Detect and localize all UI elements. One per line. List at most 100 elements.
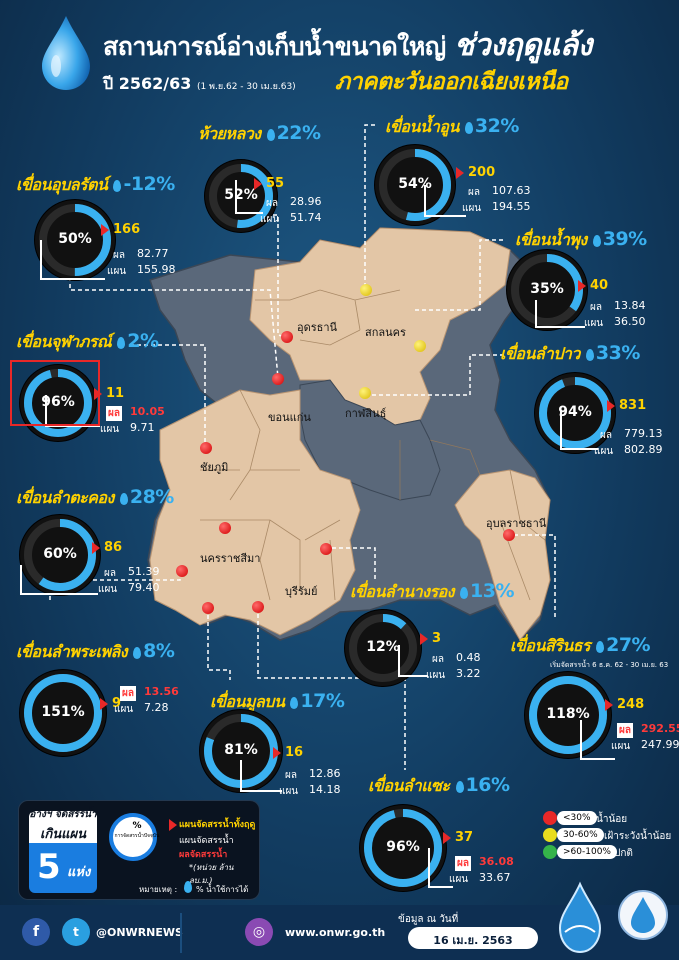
result-label: ผล [617, 723, 633, 738]
dam-result: 292.55 [641, 722, 679, 735]
result-label: ผล [455, 856, 471, 871]
legend-result-alloc: ผลจัดสรรน้ำ [179, 850, 228, 860]
dam-bracket [580, 720, 615, 760]
plan-label: แผน [260, 214, 280, 225]
dam-capacity: 200 [468, 165, 496, 180]
dam-percent: 81% [224, 742, 258, 758]
dam-bracket [428, 848, 453, 888]
status-range-high: >60-100% [557, 845, 617, 859]
twitter-icon[interactable]: t [62, 918, 90, 946]
dam-result: 13.56 [144, 685, 179, 698]
city-dot [503, 529, 515, 541]
result-label: ผล [468, 187, 480, 198]
dam-plan: 7.28 [144, 701, 169, 714]
capacity-arrow-icon [273, 747, 281, 759]
dam-gauge-fill [539, 377, 611, 449]
dam-gauge: 151% [20, 670, 106, 756]
dam-percent: 118% [546, 706, 590, 722]
dam-gauge-fill [24, 369, 92, 437]
page-title: สถานการณ์อ่างเก็บน้ำขนาดใหญ่ ช่วงฤดูแล้ง [103, 28, 592, 63]
water-drop-icon [596, 640, 605, 653]
city-dot [272, 373, 284, 385]
result-label: ผล [590, 302, 602, 313]
dam-change: 17% [300, 690, 345, 712]
capacity-arrow-icon [443, 832, 451, 844]
water-drop-icon [455, 780, 464, 793]
dam-result: 51.39 [128, 565, 160, 578]
dam-bracket [45, 395, 100, 427]
legend-over-count: 5 [37, 847, 61, 887]
dam-change: 8% [143, 640, 175, 662]
capacity-arrow-icon [607, 400, 615, 412]
dam-plan: 802.89 [624, 443, 663, 456]
city-label: สกลนคร [365, 326, 406, 339]
legend-plan-season: แผนจัดสรรน้ำทั้งฤดู [179, 820, 256, 830]
dam-percent: 50% [58, 231, 92, 247]
dam-gauge-fill [364, 809, 442, 887]
plan-label: แผน [426, 670, 446, 681]
dam-gauge-fill [24, 674, 102, 752]
water-drop-icon [585, 348, 594, 361]
dam-name: เขื่อนมูลบน 17% [210, 690, 345, 712]
status-range-low: <30% [557, 811, 597, 825]
dam-result: 36.08 [479, 855, 514, 868]
plan-label: แผน [98, 584, 118, 595]
dam-gauge-fill [529, 676, 607, 754]
dam-capacity: 248 [617, 697, 645, 712]
dam-capacity: 16 [285, 745, 304, 760]
facebook-icon[interactable]: f [22, 918, 50, 946]
dam-name: เขื่อนน้ำพุง 39% [515, 228, 647, 250]
website-link[interactable]: www.onwr.go.th [285, 926, 386, 939]
dam-capacity: 11 [106, 386, 125, 401]
agency-logo-icon [558, 881, 602, 954]
dam-bracket [40, 240, 105, 280]
dam-name: ห้วยหลวง 22% [198, 122, 321, 144]
water-drop-icon [290, 696, 299, 709]
dam-gauge: 52% [205, 160, 277, 232]
capacity-arrow-icon [605, 699, 613, 711]
result-label: ผล [106, 406, 122, 421]
dam-gauge-fill [349, 614, 417, 682]
dam-result: 82.77 [137, 247, 169, 260]
city-label: ขอนแก่น [268, 411, 311, 424]
water-drop-icon [113, 179, 122, 192]
result-label: ผล [285, 770, 297, 781]
map-gray-center [299, 379, 441, 501]
dam-percent: 151% [41, 704, 85, 720]
water-drop-icon [266, 128, 275, 141]
dam-plan: 247.99 [641, 738, 679, 751]
dam-change: 27% [606, 634, 651, 656]
globe-icon[interactable]: ◎ [245, 918, 273, 946]
result-label: ผล [432, 654, 444, 665]
dam-capacity: 86 [104, 540, 123, 555]
city-dot [281, 331, 293, 343]
dam-name: เขื่อนลำนางรอง 13% [350, 580, 514, 602]
dam-gauge: 96% [20, 365, 96, 441]
water-drop-icon [117, 336, 126, 349]
dam-result: 0.48 [456, 651, 481, 664]
dam-change: 2% [127, 330, 159, 352]
dam-capacity: 831 [619, 398, 647, 413]
social-handle[interactable]: @ONWRNEWS [96, 926, 183, 939]
data-date: 16 เม.ย. 2563 [433, 934, 513, 947]
legend-over-sub: เกินแผน [39, 827, 87, 842]
plan-label: แผน [594, 446, 614, 457]
dam-plan: 3.22 [456, 667, 481, 680]
city-dot [202, 602, 214, 614]
dam-plan: 79.40 [128, 581, 160, 594]
dam-result: 107.63 [492, 184, 531, 197]
legend-plan-alloc: แผนจัดสรรน้ำ [179, 836, 234, 846]
sirindhorn-note: เริ่มจัดสรรน้ำ 6 ธ.ค. 62 - 30 เม.ย. 63 [550, 661, 669, 669]
dam-gauge: 12% [345, 610, 421, 686]
water-drop-icon [133, 646, 142, 659]
capacity-arrow-icon [254, 178, 262, 190]
dam-capacity: 166 [113, 222, 141, 237]
dam-capacity: 55 [266, 176, 285, 191]
city-label: นครราชสีมา [200, 552, 261, 565]
city-dot [414, 340, 426, 352]
dam-percent: 35% [530, 281, 564, 297]
dam-gauge: 50% [35, 200, 115, 280]
legend-note-text: % น้ำใช้การได้ [196, 885, 249, 894]
status-dot-red [543, 811, 557, 825]
